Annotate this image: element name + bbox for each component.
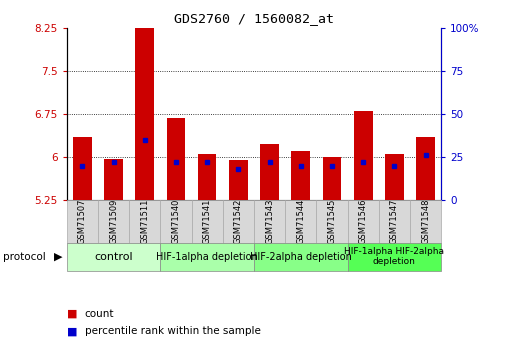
Bar: [348, 200, 379, 243]
Text: GSM71541: GSM71541: [203, 199, 212, 244]
Text: HIF-1alpha depletion: HIF-1alpha depletion: [156, 252, 258, 262]
Bar: [223, 200, 254, 243]
Bar: [229, 160, 248, 200]
Bar: [104, 159, 123, 200]
Text: percentile rank within the sample: percentile rank within the sample: [85, 326, 261, 336]
Text: GSM71543: GSM71543: [265, 199, 274, 244]
Text: GSM71546: GSM71546: [359, 199, 368, 244]
Text: count: count: [85, 309, 114, 319]
Bar: [385, 154, 404, 200]
Bar: [317, 200, 348, 243]
Text: HIF-1alpha HIF-2alpha
depletion: HIF-1alpha HIF-2alpha depletion: [344, 247, 444, 266]
Bar: [254, 200, 285, 243]
Bar: [285, 200, 317, 243]
Bar: [167, 118, 185, 200]
Text: GSM71544: GSM71544: [296, 199, 305, 244]
Text: GSM71545: GSM71545: [327, 199, 337, 244]
Bar: [379, 200, 410, 243]
Bar: [160, 200, 191, 243]
Bar: [98, 200, 129, 243]
Text: ■: ■: [67, 326, 77, 336]
Title: GDS2760 / 1560082_at: GDS2760 / 1560082_at: [174, 12, 334, 25]
Text: GSM71547: GSM71547: [390, 199, 399, 244]
Bar: [354, 111, 372, 200]
Text: HIF-2alpha depletion: HIF-2alpha depletion: [250, 252, 352, 262]
Bar: [254, 243, 348, 271]
Bar: [410, 200, 441, 243]
Bar: [198, 154, 216, 200]
Bar: [291, 151, 310, 200]
Bar: [135, 0, 154, 200]
Bar: [348, 243, 441, 271]
Bar: [67, 243, 160, 271]
Text: GSM71540: GSM71540: [171, 199, 181, 244]
Text: GSM71511: GSM71511: [140, 199, 149, 244]
Text: ▶: ▶: [54, 252, 63, 262]
Bar: [160, 243, 254, 271]
Text: control: control: [94, 252, 133, 262]
Bar: [323, 157, 341, 200]
Bar: [67, 200, 98, 243]
Bar: [73, 137, 92, 200]
Bar: [416, 137, 435, 200]
Text: GSM71548: GSM71548: [421, 199, 430, 244]
Bar: [129, 200, 161, 243]
Bar: [191, 200, 223, 243]
Text: GSM71507: GSM71507: [78, 199, 87, 244]
Text: ■: ■: [67, 309, 77, 319]
Text: protocol: protocol: [3, 252, 45, 262]
Text: GSM71509: GSM71509: [109, 199, 118, 244]
Text: GSM71542: GSM71542: [234, 199, 243, 244]
Bar: [260, 144, 279, 200]
